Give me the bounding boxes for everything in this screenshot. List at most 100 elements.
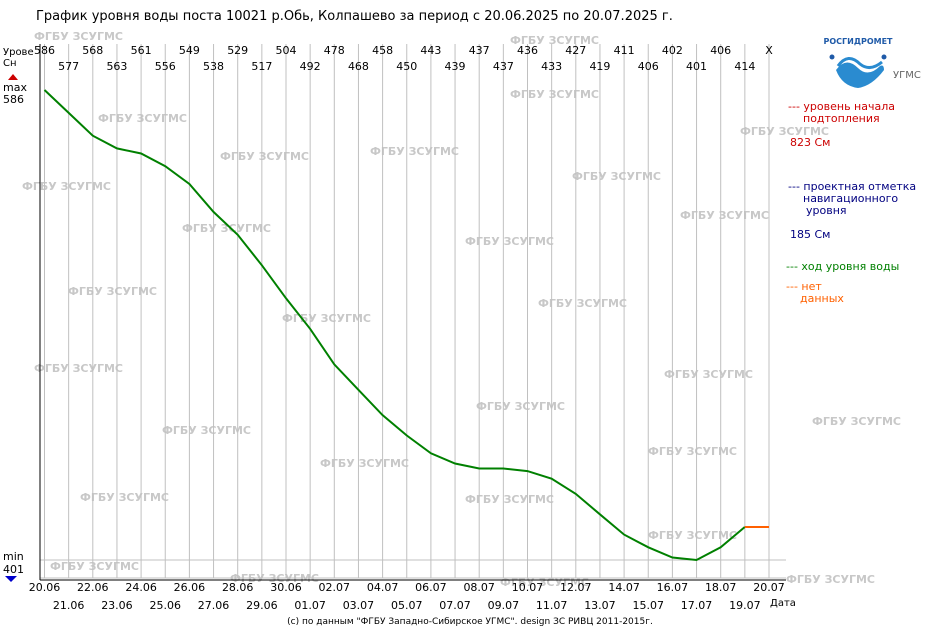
legend-level-line1: --- ход уровня воды <box>786 260 899 273</box>
watermark-text: ФГБУ ЗСУГМС <box>162 424 251 437</box>
x-tick-label: 26.06 <box>174 581 206 594</box>
legend-nav-value: 185 См <box>790 228 830 241</box>
x-tick-label: 09.07 <box>488 599 520 612</box>
legend-flood-line1: --- уровень начала <box>788 100 895 113</box>
top-value-label: 437 <box>493 60 514 73</box>
watermark-text: ФГБУ ЗСУГМС <box>182 222 271 235</box>
watermark-text: ФГБУ ЗСУГМС <box>22 180 111 193</box>
top-value-label: 504 <box>276 44 297 57</box>
top-value-row: 5865775685635615565495385295175044924784… <box>34 44 773 73</box>
watermark-text: ФГБУ ЗСУГМС <box>220 150 309 163</box>
top-value-label: 468 <box>348 60 369 73</box>
x-tick-label: 12.07 <box>560 581 592 594</box>
watermark-text: ФГБУ ЗСУГМС <box>465 235 554 248</box>
x-tick-label: 08.07 <box>463 581 495 594</box>
watermark-text: ФГБУ ЗСУГМС <box>50 560 139 573</box>
grid-lines <box>40 44 786 579</box>
x-tick-label: 18.07 <box>705 581 737 594</box>
chart-title: График уровня воды поста 10021 р.Обь, Ко… <box>36 9 673 24</box>
top-value-label: 517 <box>251 60 272 73</box>
legend-nav-line2: навигационного <box>803 192 898 205</box>
series-line <box>43 89 746 562</box>
x-tick-label: 11.07 <box>536 599 568 612</box>
x-tick-label: 21.06 <box>53 599 85 612</box>
x-tick-label: 30.06 <box>270 581 302 594</box>
min-label: min <box>3 550 24 563</box>
footer-credit: (с) по данным "ФГБУ Западно-Сибирское УГ… <box>287 617 653 627</box>
x-tick-label: 20.06 <box>29 581 61 594</box>
top-value-label: 433 <box>541 60 562 73</box>
legend-nodata-line2: данных <box>800 292 844 305</box>
x-tick-label: 16.07 <box>657 581 689 594</box>
top-value-label: X <box>765 44 773 57</box>
legend: --- уровень начала подтопления 823 См --… <box>786 100 916 305</box>
logo-wave-icon <box>836 62 884 88</box>
legend-nodata-line1: --- нет <box>786 280 822 293</box>
top-value-label: 563 <box>106 60 127 73</box>
axes <box>39 44 786 581</box>
top-value-label: 561 <box>131 44 152 57</box>
top-value-label: 492 <box>300 60 321 73</box>
x-tick-label: 15.07 <box>633 599 665 612</box>
x-tick-label: 05.07 <box>391 599 423 612</box>
watermark-text: ФГБУ ЗСУГМС <box>34 362 123 375</box>
top-value-label: 568 <box>82 44 103 57</box>
max-label: max <box>3 81 27 94</box>
watermark-text: ФГБУ ЗСУГМС <box>510 88 599 101</box>
top-value-label: 529 <box>227 44 248 57</box>
watermark-text: ФГБУ ЗСУГМС <box>572 170 661 183</box>
x-axis-labels: 20.06 21.06 22.06 23.06 24.06 25.06 26.06 27.06… <box>29 581 785 612</box>
top-value-label: 401 <box>686 60 707 73</box>
watermark-text: ФГБУ ЗСУГМС <box>510 34 599 47</box>
x-tick-label: 20.07 <box>753 581 785 594</box>
watermark-text: ФГБУ ЗСУГМС <box>648 529 737 542</box>
x-tick-label: 10.07 <box>512 581 544 594</box>
top-value-label: 411 <box>614 44 635 57</box>
watermark-text: ФГБУ ЗСУГМС <box>680 209 769 222</box>
top-value-label: 406 <box>638 60 659 73</box>
y-axis-label-line1: Урове <box>3 47 34 58</box>
logo-suffix: УГМС <box>893 70 921 81</box>
x-tick-label: 04.07 <box>367 581 399 594</box>
logo-dot-icon <box>881 54 887 60</box>
top-value-label: 538 <box>203 60 224 73</box>
top-value-label: 419 <box>589 60 610 73</box>
watermark-text: ФГБУ ЗСУГМС <box>465 493 554 506</box>
watermark-text: ФГБУ ЗСУГМС <box>740 125 829 138</box>
top-value-label: 406 <box>710 44 731 57</box>
top-value-label: 427 <box>565 44 586 57</box>
watermark-text: ФГБУ ЗСУГМС <box>812 415 901 428</box>
top-value-label: 439 <box>445 60 466 73</box>
legend-nav-line1: --- проектная отметка <box>788 180 916 193</box>
x-tick-label: 03.07 <box>343 599 375 612</box>
x-tick-label: 17.07 <box>681 599 713 612</box>
watermark-text: ФГБУ ЗСУГМС <box>500 576 589 589</box>
y-axis-info: Урове Сн max 586 min 401 <box>3 47 34 582</box>
x-tick-label: 13.07 <box>584 599 616 612</box>
y-axis-label-line2: Сн <box>3 58 17 69</box>
max-marker-icon <box>8 74 18 80</box>
legend-flood-value: 823 См <box>790 136 830 149</box>
top-value-label: 556 <box>155 60 176 73</box>
series-layer <box>43 89 769 562</box>
watermark-text: ФГБУ ЗСУГМС <box>68 285 157 298</box>
watermark-text: ФГБУ ЗСУГМС <box>98 112 187 125</box>
top-value-label: 437 <box>469 44 490 57</box>
x-tick-label: 24.06 <box>125 581 157 594</box>
min-marker-icon <box>5 576 17 582</box>
top-value-label: 450 <box>396 60 417 73</box>
min-value: 401 <box>3 563 24 576</box>
logo-wave-icon <box>836 57 883 69</box>
top-value-label: 402 <box>662 44 683 57</box>
top-value-label: 458 <box>372 44 393 57</box>
x-tick-label: 14.07 <box>608 581 640 594</box>
watermark-text: ФГБУ ЗСУГМС <box>538 297 627 310</box>
watermark-text: ФГБУ ЗСУГМС <box>370 145 459 158</box>
top-value-label: 586 <box>34 44 55 57</box>
x-tick-label: 25.06 <box>150 599 182 612</box>
x-tick-label: 23.06 <box>101 599 133 612</box>
logo-text: РОСГИДРОМЕТ <box>824 37 894 46</box>
watermark-text: ФГБУ ЗСУГМС <box>320 457 409 470</box>
watermark-text: ФГБУ ЗСУГМС <box>282 312 371 325</box>
